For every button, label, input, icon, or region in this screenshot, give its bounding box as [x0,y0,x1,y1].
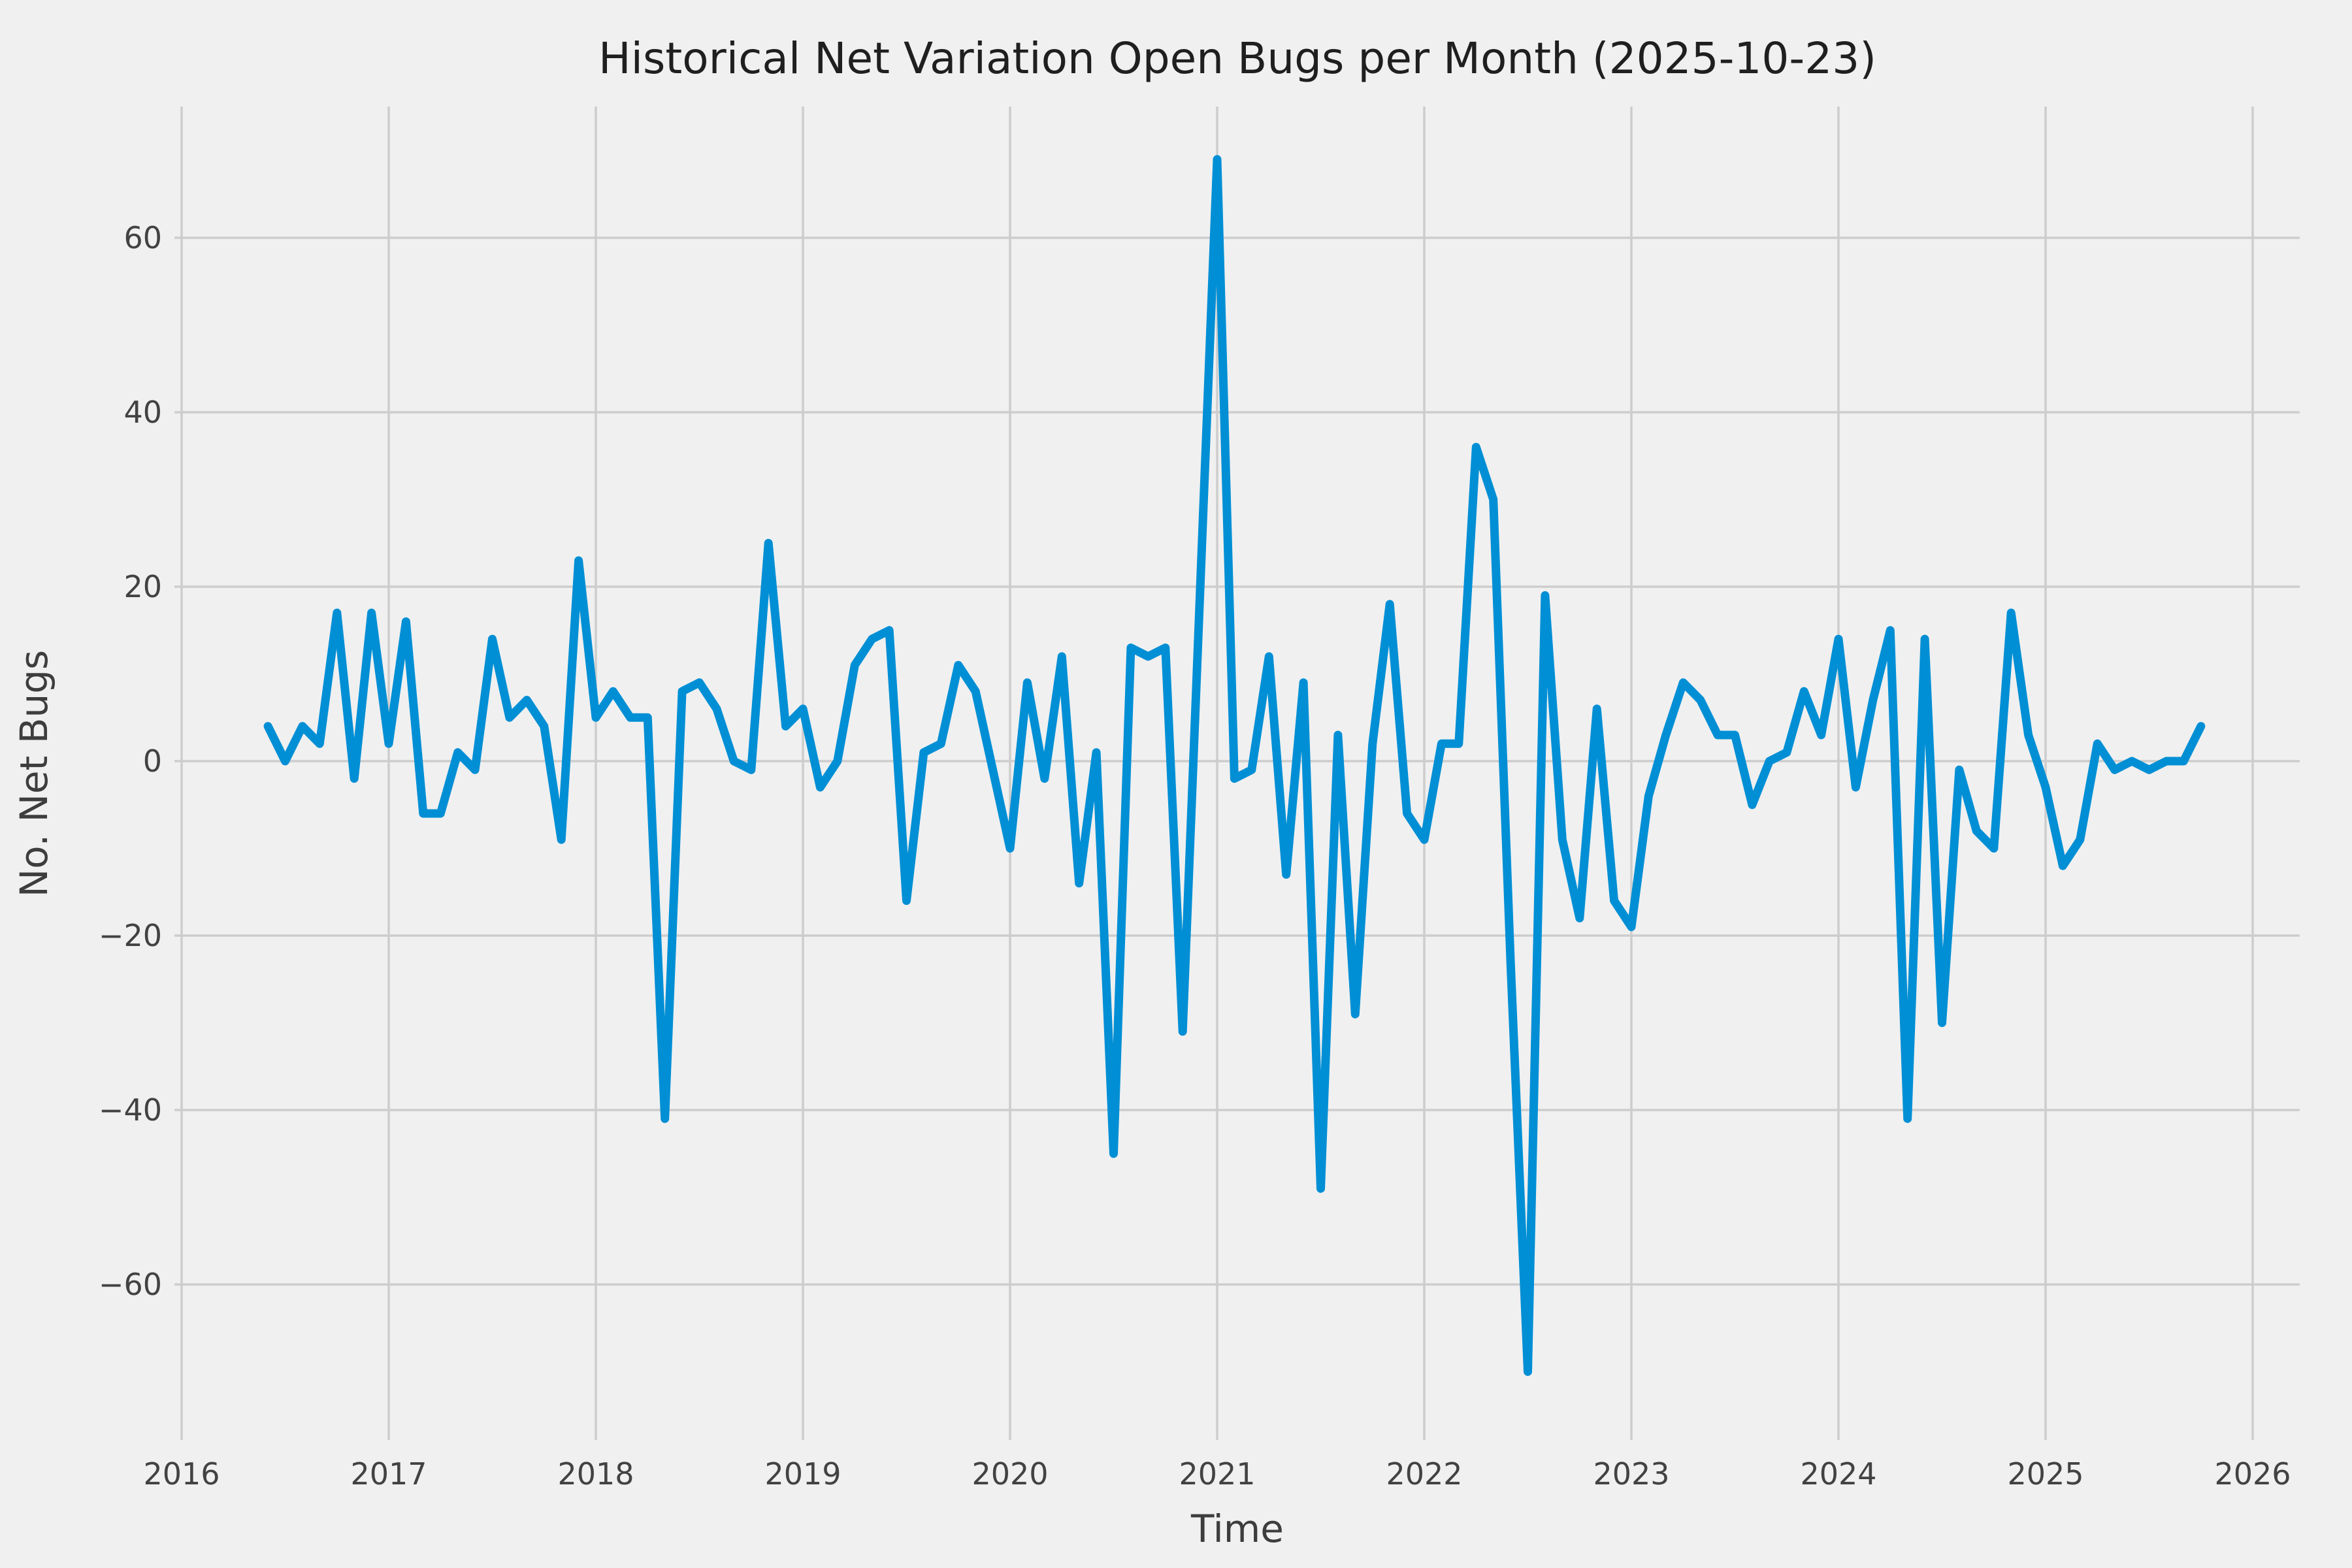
y-tick-label-40: 40 [123,395,162,430]
x-tick-label-2016: 2016 [143,1456,220,1492]
x-tick-label-2023: 2023 [1593,1456,1669,1492]
y-axis-label: No. Net Bugs [12,650,56,898]
y-tick-label-0: 0 [143,743,162,779]
x-tick-label-2021: 2021 [1179,1456,1255,1492]
x-tick-label-2024: 2024 [1800,1456,1876,1492]
x-axis-label: Time [1190,1507,1284,1551]
y-tick-label--20: −20 [99,918,162,953]
data-series-group [263,155,2206,1376]
y-tick-label-20: 20 [123,569,162,604]
y-tick-label-60: 60 [123,220,162,255]
x-tick-label-2020: 2020 [972,1456,1048,1492]
tick-labels: 2016 2017 2018 2019 2020 2021 2022 2023 2024 2025… [99,220,2291,1492]
x-tick-label-2025: 2025 [2007,1456,2083,1492]
x-tick-label-2017: 2017 [350,1456,427,1492]
x-tick-label-2022: 2022 [1386,1456,1462,1492]
x-tick-label-2019: 2019 [764,1456,841,1492]
x-tick-label-2026: 2026 [2214,1456,2291,1492]
x-tick-label-2018: 2018 [557,1456,634,1492]
y-tick-label--60: −60 [99,1267,162,1302]
y-tick-label--40: −40 [99,1092,162,1128]
data-series-line-net-open-bugs-per-month [263,155,2206,1376]
chart-title: Historical Net Variation Open Bugs per M… [598,33,1876,84]
